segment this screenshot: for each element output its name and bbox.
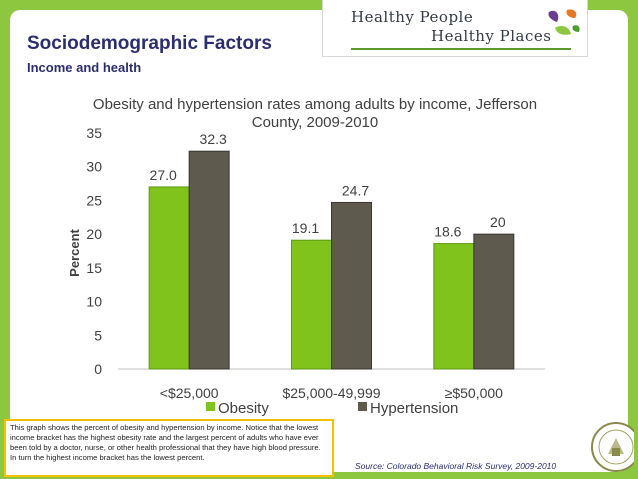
logo-line2: Healthy Places xyxy=(431,27,552,45)
x-tick-label: <$25,000 xyxy=(160,385,219,401)
y-tick-label: 25 xyxy=(86,192,102,208)
bar-obesity xyxy=(433,243,475,370)
y-tick-label: 10 xyxy=(86,294,102,310)
data-label: 18.6 xyxy=(434,224,461,240)
bar-obesity xyxy=(291,239,332,370)
y-axis-label: Percent xyxy=(67,228,82,276)
page-subtitle: Income and health xyxy=(27,60,142,75)
y-tick-label: 30 xyxy=(86,159,102,175)
legend-label-hypertension: Hypertension xyxy=(370,400,458,417)
y-tick-label: 0 xyxy=(94,361,102,377)
data-label: 19.1 xyxy=(292,220,319,236)
data-label: 20 xyxy=(490,214,506,230)
bar-obesity xyxy=(148,186,190,370)
y-tick-label: 15 xyxy=(86,260,102,276)
source-citation: Source: Colorado Behavioral Risk Survey,… xyxy=(355,461,557,471)
data-label: 27.0 xyxy=(150,167,177,183)
data-label: 32.3 xyxy=(200,131,227,147)
bar-hypertension xyxy=(331,201,372,370)
legend-label-obesity: Obesity xyxy=(218,400,269,417)
legend-swatch-hypertension xyxy=(358,402,367,411)
y-tick-label: 35 xyxy=(86,125,102,141)
bar-hypertension xyxy=(188,150,230,370)
healthy-people-logo: Healthy People Healthy Places xyxy=(322,0,588,57)
bar-hypertension xyxy=(473,233,515,370)
explanation-note: This graph shows the percent of obesity … xyxy=(4,419,334,477)
data-label: 24.7 xyxy=(342,182,369,198)
x-tick-label: $25,000-49,999 xyxy=(282,385,380,401)
logo-line1: Healthy People xyxy=(351,8,474,26)
chart-title: Obesity and hypertension rates among adu… xyxy=(92,96,538,131)
x-tick-label: ≥$50,000 xyxy=(445,385,504,401)
logo-underline xyxy=(351,48,571,50)
county-seal-icon xyxy=(591,422,634,472)
page-title: Sociodemographic Factors xyxy=(27,33,272,54)
legend-swatch-obesity xyxy=(206,402,215,411)
y-tick-label: 20 xyxy=(86,226,102,242)
y-tick-label: 5 xyxy=(94,327,102,343)
leaf-logo-icon xyxy=(548,9,580,35)
